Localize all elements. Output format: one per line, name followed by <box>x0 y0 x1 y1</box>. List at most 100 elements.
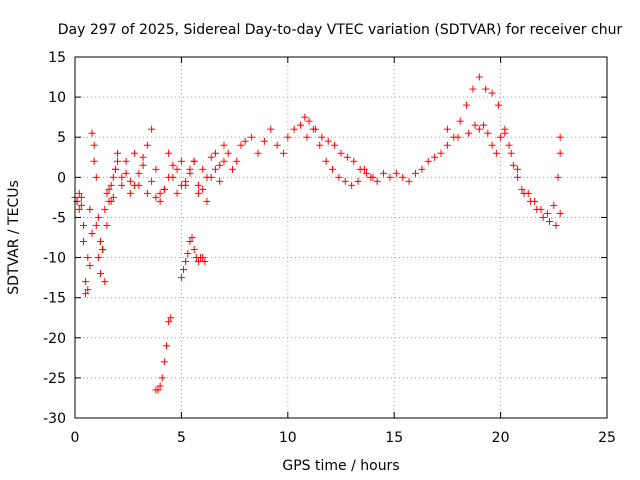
data-point <box>437 149 445 157</box>
data-point <box>199 185 207 193</box>
data-point <box>524 189 532 197</box>
data-point <box>207 153 215 161</box>
data-point <box>75 205 83 213</box>
data-point <box>94 254 102 262</box>
data-point <box>99 246 107 254</box>
data-point <box>177 181 185 189</box>
data-point <box>273 141 281 149</box>
data-point <box>211 149 219 157</box>
data-point <box>494 101 502 109</box>
data-point <box>356 165 364 173</box>
data-point <box>82 290 90 298</box>
data-point <box>167 314 175 322</box>
y-tick-label: 5 <box>57 130 66 146</box>
data-point <box>160 185 168 193</box>
data-point <box>152 193 160 201</box>
y-tick-label: -20 <box>43 331 66 347</box>
data-point <box>380 169 388 177</box>
data-point <box>114 157 122 165</box>
data-point <box>156 197 164 205</box>
data-point <box>363 169 371 177</box>
data-point <box>77 193 85 201</box>
data-point <box>463 101 471 109</box>
plot-frame <box>74 56 608 419</box>
data-point <box>211 165 219 173</box>
data-point <box>475 125 483 133</box>
data-point <box>131 181 139 189</box>
data-point <box>105 197 113 205</box>
data-point <box>88 229 96 237</box>
data-point <box>118 173 126 181</box>
data-point <box>148 177 156 185</box>
data-point <box>173 165 181 173</box>
data-point <box>109 173 117 181</box>
grid-lines <box>75 57 607 418</box>
data-point <box>165 149 173 157</box>
data-point <box>228 165 236 173</box>
data-point <box>514 165 522 173</box>
data-point <box>546 217 554 225</box>
data-point <box>443 141 451 149</box>
data-point <box>507 149 515 157</box>
data-point <box>543 209 551 217</box>
data-point <box>97 238 105 246</box>
data-point <box>143 189 151 197</box>
data-point <box>341 177 349 185</box>
data-point <box>92 173 100 181</box>
data-point <box>173 189 181 197</box>
data-point <box>158 374 166 382</box>
data-point <box>92 221 100 229</box>
data-point <box>190 157 198 165</box>
data-point <box>148 125 156 133</box>
y-tick-label: -10 <box>43 251 66 267</box>
data-point <box>88 129 96 137</box>
data-point <box>224 149 232 157</box>
data-point <box>539 213 547 221</box>
data-point <box>324 137 332 145</box>
data-point <box>118 181 126 189</box>
data-point <box>169 173 177 181</box>
data-point <box>169 161 177 169</box>
data-point <box>456 117 464 125</box>
data-point <box>182 177 190 185</box>
x-tick-label: 15 <box>385 430 403 446</box>
data-point <box>237 141 245 149</box>
data-point <box>556 149 564 157</box>
data-point <box>177 157 185 165</box>
y-tick-label: -30 <box>43 411 66 427</box>
data-point <box>165 318 173 326</box>
data-point <box>454 133 462 141</box>
data-point <box>77 201 85 209</box>
data-point <box>488 141 496 149</box>
data-point <box>556 209 564 217</box>
data-point <box>322 157 330 165</box>
data-point <box>80 238 88 246</box>
data-point <box>284 133 292 141</box>
data-point <box>311 125 319 133</box>
data-point <box>194 181 202 189</box>
x-tick-label: 20 <box>492 430 510 446</box>
data-point <box>131 149 139 157</box>
data-point <box>241 137 249 145</box>
data-point <box>260 137 268 145</box>
data-point <box>505 141 513 149</box>
data-point <box>501 129 509 137</box>
data-point <box>180 266 188 274</box>
data-point <box>297 121 305 129</box>
data-point <box>471 121 479 129</box>
data-point <box>109 193 117 201</box>
data-point <box>290 125 298 133</box>
data-point <box>156 382 164 390</box>
data-point <box>337 149 345 157</box>
data-point <box>94 213 102 221</box>
y-tick-label: -25 <box>43 371 66 387</box>
y-tick-label: 10 <box>48 90 66 106</box>
data-point <box>518 185 526 193</box>
data-point <box>301 113 309 121</box>
data-point <box>531 197 539 205</box>
data-point <box>469 85 477 93</box>
data-point <box>199 165 207 173</box>
data-point <box>280 149 288 157</box>
data-point <box>90 141 98 149</box>
